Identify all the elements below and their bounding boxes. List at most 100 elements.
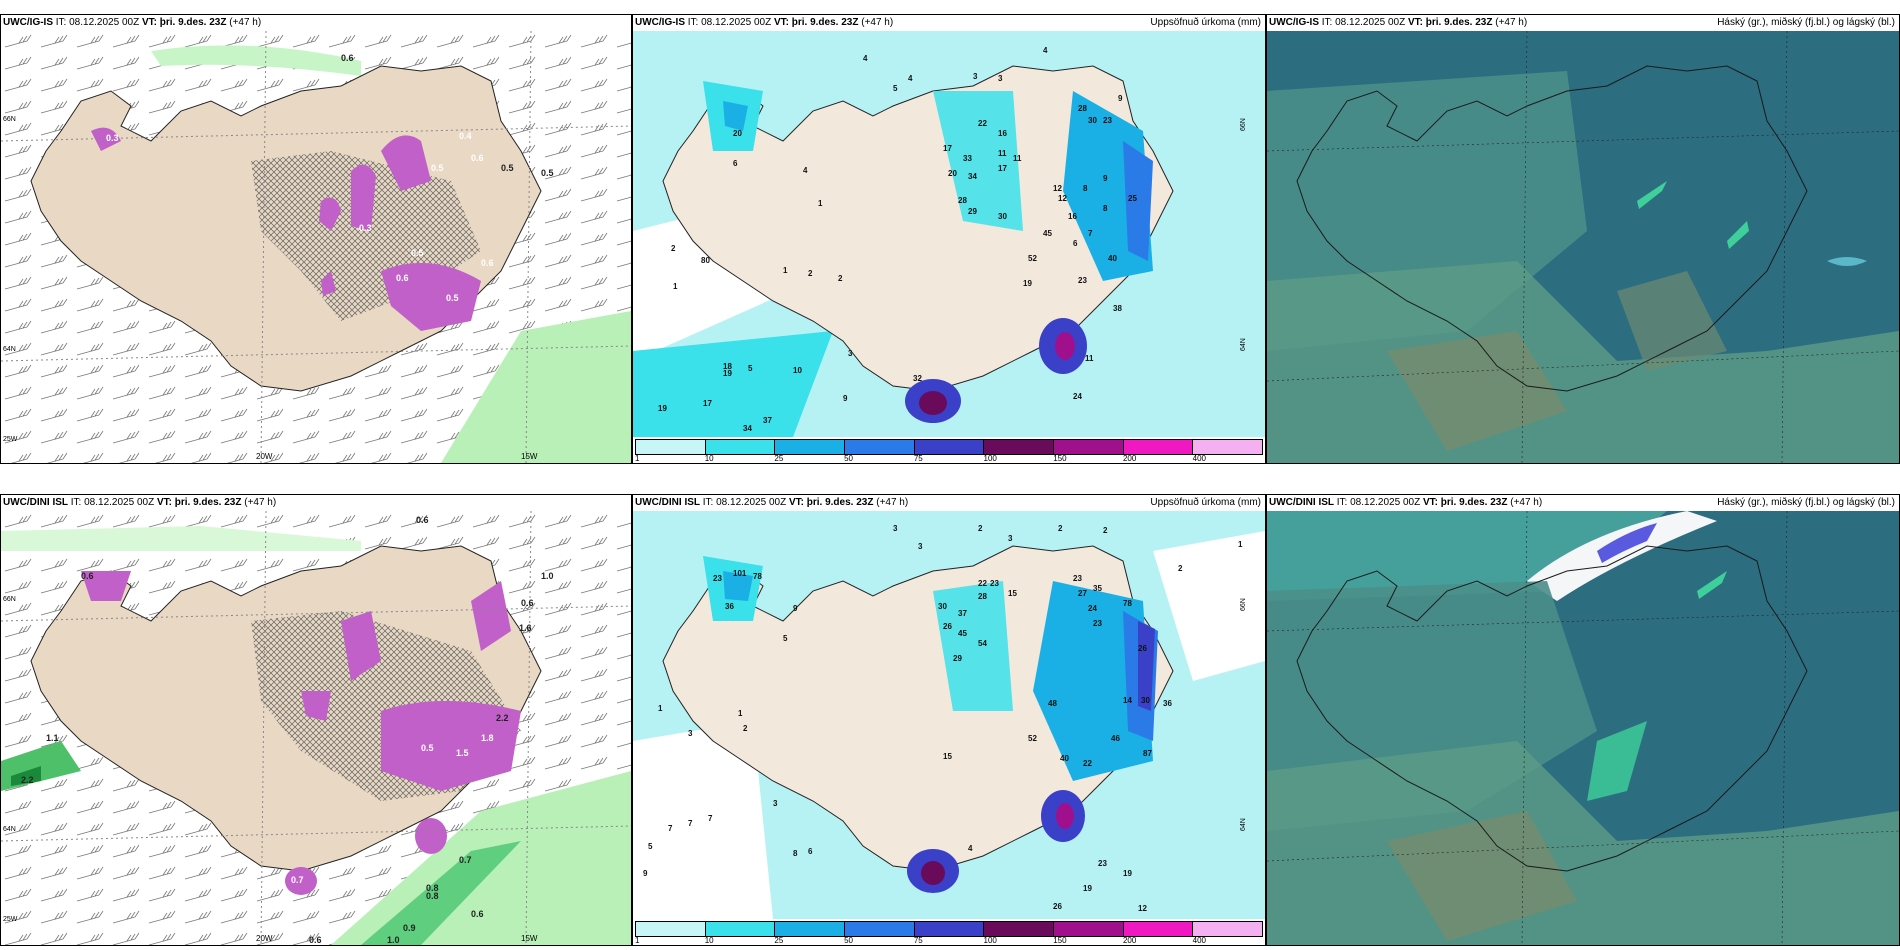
colorbar-cell: [705, 922, 776, 936]
value-label: 23: [990, 579, 999, 588]
value-label: 46: [1111, 734, 1120, 743]
colorbar-cell: [636, 440, 706, 454]
value-label: 4: [968, 844, 973, 853]
value-label: 4: [863, 54, 868, 63]
it-label: IT:: [55, 17, 67, 28]
value-label: 20: [733, 129, 742, 138]
lead-time: (+47 h): [876, 497, 909, 508]
panel-header: UWC/DINI ISL IT: 08.12.2025 00Z VT: þri.…: [3, 497, 276, 509]
value-label: 16: [998, 129, 1007, 138]
value-label: 19: [1123, 869, 1132, 878]
value-label: 0.3: [359, 223, 372, 233]
value-label: 7: [1088, 229, 1093, 238]
panel-header: UWC/DINI ISL IT: 08.12.2025 00Z VT: þri.…: [1269, 497, 1542, 509]
value-label: 0.6: [481, 258, 494, 268]
value-label: 5: [893, 84, 898, 93]
value-label: 0.5: [421, 743, 434, 753]
value-label: 24: [1088, 604, 1097, 613]
value-label: 0.5: [501, 163, 514, 173]
precip-map: 3 3 2 2 3 2 1 2 23 101 78 36 9 5 30 37 2…: [633, 511, 1265, 919]
value-label: 2: [671, 244, 676, 253]
value-label: 33: [963, 154, 972, 163]
value-label: 0.8: [426, 891, 439, 901]
vt-value: þri. 9.des. 23Z: [159, 17, 227, 28]
value-label: 80: [701, 256, 710, 265]
value-label: 20: [948, 169, 957, 178]
vt-label: VT:: [773, 17, 789, 28]
value-label: 7: [688, 819, 693, 828]
value-label: 1: [1238, 540, 1243, 549]
precip-panel-top: UWC/IG-IS IT: 08.12.2025 00Z VT: þri. 9.…: [632, 14, 1266, 464]
value-label: 3: [848, 349, 853, 358]
colorbar-tick: 400: [1192, 454, 1207, 463]
value-label: 19: [1023, 279, 1032, 288]
vt-value: þri. 9.des. 23Z: [806, 497, 874, 508]
value-label: 37: [958, 609, 967, 618]
lon-label-15w: 15W: [521, 934, 538, 943]
value-label: 40: [1060, 754, 1069, 763]
value-label: 19: [1083, 884, 1092, 893]
value-label: 2: [1058, 524, 1063, 533]
value-label: 2: [1103, 526, 1108, 535]
value-label: 0.6: [341, 53, 354, 63]
value-label: 23: [1078, 276, 1087, 285]
value-label: 1: [738, 709, 743, 718]
value-label: 3: [918, 542, 923, 551]
colorbar-ticks: 1 10 25 50 75 100 150 200 400: [635, 454, 1263, 463]
value-label: 52: [1028, 254, 1037, 263]
value-label: 9: [843, 394, 848, 403]
value-label: 0.6: [521, 598, 534, 608]
colorbar-cell: [845, 922, 915, 936]
value-label: 22: [978, 579, 987, 588]
value-label: 87: [1143, 749, 1152, 758]
value-label: 78: [753, 572, 762, 581]
it-value: 08.12.2025 00Z: [84, 497, 155, 508]
value-label: 8: [793, 849, 798, 858]
value-label: 0.7: [291, 875, 304, 885]
colorbar-tick: 50: [844, 936, 854, 945]
wind-map: 66N 64N 25W 20W 15W 0.6 0.5 0.4 0.3 0.6 …: [1, 31, 631, 463]
panel-title: Háský (gr.), miðský (fj.bl.) og lágský (…: [1717, 497, 1895, 508]
value-label: 30: [1141, 696, 1150, 705]
cloud-panel-bottom: UWC/DINI ISL IT: 08.12.2025 00Z VT: þri.…: [1266, 494, 1900, 946]
value-label: 26: [1138, 644, 1147, 653]
value-label: 5: [783, 634, 788, 643]
value-label: 22: [978, 119, 987, 128]
value-label: 1.6: [519, 623, 532, 633]
vt-value: þri. 9.des. 23Z: [1425, 17, 1493, 28]
value-label: 24: [1073, 392, 1082, 401]
value-label: 4: [908, 74, 913, 83]
value-label: 48: [1048, 699, 1057, 708]
colorbar-ticks: 1 10 25 50 75 100 150 200 400: [635, 936, 1263, 945]
value-label: 14: [1123, 696, 1132, 705]
value-label: 1: [783, 266, 788, 275]
value-label: 5: [648, 842, 653, 851]
lat-label-66n: 66N: [1240, 598, 1247, 611]
value-label: 25: [1128, 194, 1137, 203]
colorbar-tick: 50: [844, 454, 854, 463]
colorbar-tick: 150: [1053, 454, 1067, 463]
value-label: 16: [1068, 212, 1077, 221]
colorbar-cell: [1193, 922, 1263, 936]
value-label: 2: [838, 274, 843, 283]
value-label: 0.6: [396, 273, 409, 283]
colorbar-cell: [914, 922, 985, 936]
wind-panel-top: UWC/IG-IS IT: 08.12.2025 00Z VT: þri. 9.…: [0, 14, 632, 464]
value-label: 18: [723, 362, 732, 371]
value-label: 19: [658, 404, 667, 413]
value-label: 101: [733, 569, 747, 578]
colorbar-tick: 25: [774, 454, 784, 463]
value-label: 36: [725, 602, 734, 611]
iceland-coast: [1296, 545, 1808, 872]
value-label: 1.1: [46, 733, 59, 743]
it-value: 08.12.2025 00Z: [716, 497, 787, 508]
model-name: UWC/IG-IS: [635, 17, 685, 28]
colorbar-tick: 1: [635, 454, 640, 463]
panel-header: UWC/IG-IS IT: 08.12.2025 00Z VT: þri. 9.…: [635, 17, 893, 29]
value-label: 0.5: [431, 163, 444, 173]
value-label: 15: [1008, 589, 1017, 598]
value-label: 29: [953, 654, 962, 663]
colorbar-tick: 10: [704, 936, 714, 945]
lead-time: (+47 h): [229, 17, 262, 28]
precip-shading: [441, 311, 631, 463]
